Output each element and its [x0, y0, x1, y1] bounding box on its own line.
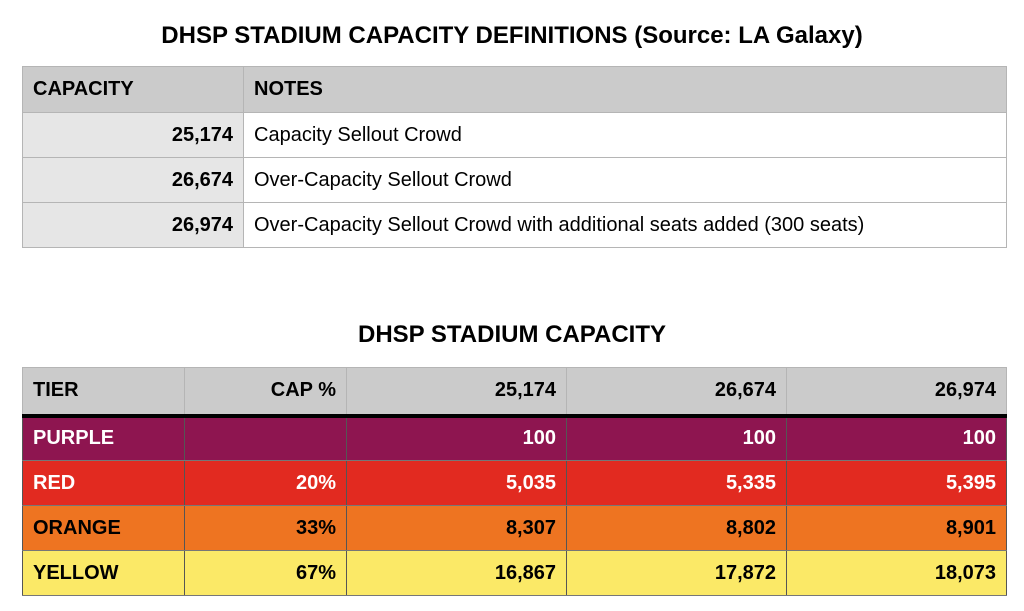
stadium-capacity-table: TIER CAP % 25,174 26,674 26,974 PURPLE 1…: [22, 367, 1007, 596]
tier-name: ORANGE: [22, 505, 185, 551]
header-tier: TIER: [22, 367, 185, 418]
tier-value-2: 17,872: [566, 550, 787, 596]
capacity-value: 26,674: [22, 157, 244, 203]
tier-row-purple: PURPLE 100 100 100: [22, 415, 1007, 461]
tier-value-2: 8,802: [566, 505, 787, 551]
header-capacity: CAPACITY: [22, 66, 244, 113]
capacity-title: DHSP STADIUM CAPACITY: [357, 321, 666, 348]
tier-value-3: 100: [786, 415, 1007, 461]
tier-name: RED: [22, 460, 185, 506]
capacity-definitions-table: CAPACITY NOTES 25,174 Capacity Sellout C…: [22, 66, 1007, 248]
definitions-title: DHSP STADIUM CAPACITY DEFINITIONS (Sourc…: [161, 22, 863, 49]
tier-name: PURPLE: [22, 415, 185, 461]
capacity-value: 25,174: [22, 112, 244, 158]
capacity-note: Capacity Sellout Crowd: [243, 112, 1007, 158]
header-capacity-1: 25,174: [346, 367, 567, 418]
tier-value-2: 100: [566, 415, 787, 461]
tier-value-1: 100: [346, 415, 567, 461]
tier-cap-pct: 33%: [184, 505, 347, 551]
tier-name: YELLOW: [22, 550, 185, 596]
tier-row-red: RED 20% 5,035 5,335 5,395: [22, 460, 1007, 506]
header-notes: NOTES: [243, 66, 1007, 113]
capacity-note: Over-Capacity Sellout Crowd with additio…: [243, 202, 1007, 248]
capacity-header-row: TIER CAP % 25,174 26,674 26,974: [22, 367, 1007, 418]
tier-cap-pct: 67%: [184, 550, 347, 596]
tier-row-orange: ORANGE 33% 8,307 8,802 8,901: [22, 505, 1007, 551]
definitions-header-row: CAPACITY NOTES: [22, 66, 1007, 113]
tier-value-1: 5,035: [346, 460, 567, 506]
tier-value-1: 8,307: [346, 505, 567, 551]
table-row: 26,974 Over-Capacity Sellout Crowd with …: [22, 202, 1007, 248]
header-capacity-3: 26,974: [786, 367, 1007, 418]
tier-value-1: 16,867: [346, 550, 567, 596]
capacity-note: Over-Capacity Sellout Crowd: [243, 157, 1007, 203]
table-row: 26,674 Over-Capacity Sellout Crowd: [22, 157, 1007, 203]
tier-value-3: 5,395: [786, 460, 1007, 506]
header-cap-pct: CAP %: [184, 367, 347, 418]
header-capacity-2: 26,674: [566, 367, 787, 418]
table-row: 25,174 Capacity Sellout Crowd: [22, 112, 1007, 158]
tier-value-3: 18,073: [786, 550, 1007, 596]
tier-value-2: 5,335: [566, 460, 787, 506]
capacity-value: 26,974: [22, 202, 244, 248]
tier-value-3: 8,901: [786, 505, 1007, 551]
tier-cap-pct: 20%: [184, 460, 347, 506]
tier-cap-pct: [184, 415, 347, 461]
tier-row-yellow: YELLOW 67% 16,867 17,872 18,073: [22, 550, 1007, 596]
